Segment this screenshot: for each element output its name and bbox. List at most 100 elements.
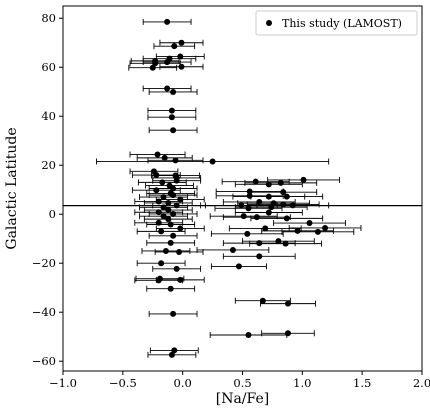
data-point	[294, 227, 301, 234]
data-point	[164, 85, 171, 92]
data-point	[245, 331, 252, 338]
data-point	[229, 246, 236, 253]
data-point	[246, 188, 253, 195]
data-point-layer	[149, 18, 329, 358]
data-point	[177, 225, 184, 232]
data-point	[245, 205, 252, 212]
data-point	[178, 63, 185, 70]
data-point	[170, 210, 177, 217]
data-point	[162, 247, 169, 254]
y-tick-label: −60	[32, 354, 56, 368]
data-point	[265, 193, 272, 200]
data-point	[165, 199, 172, 206]
data-point	[284, 330, 291, 337]
data-point	[240, 213, 247, 220]
data-point	[265, 209, 272, 216]
data-point	[209, 158, 216, 165]
data-point	[153, 187, 160, 194]
data-point	[165, 216, 172, 223]
data-point	[170, 310, 177, 317]
legend-label: This study (LAMOST)	[282, 17, 402, 30]
data-point	[177, 53, 184, 60]
data-point	[172, 157, 179, 164]
data-point	[268, 204, 275, 211]
y-tick-label: 60	[41, 60, 56, 74]
y-axis-title: Galactic Latitude	[4, 127, 20, 249]
data-point	[235, 263, 242, 270]
data-point	[165, 207, 172, 214]
data-point	[149, 64, 156, 71]
x-tick-label: 0.0	[174, 376, 192, 390]
data-point	[155, 277, 162, 284]
data-point	[284, 300, 291, 307]
data-point	[167, 239, 174, 246]
x-axis-title: [Na/Fe]	[216, 391, 269, 407]
data-point	[155, 198, 162, 205]
x-tick-label: 2.0	[413, 376, 430, 390]
data-point	[164, 59, 171, 66]
data-point	[253, 214, 260, 221]
data-point	[177, 196, 184, 203]
legend-marker	[266, 20, 272, 26]
data-point	[173, 265, 180, 272]
y-tick-label: 80	[41, 11, 56, 25]
data-point	[173, 177, 180, 184]
data-point	[155, 209, 162, 216]
data-point	[173, 202, 180, 209]
x-tick-label: 1.5	[353, 376, 371, 390]
legend: This study (LAMOST)	[255, 10, 418, 36]
x-tick-label: −0.5	[109, 376, 137, 390]
data-point	[158, 260, 165, 267]
data-point	[246, 192, 253, 199]
data-point	[170, 127, 177, 134]
data-point	[275, 238, 282, 245]
data-point	[280, 189, 287, 196]
data-point	[160, 204, 167, 211]
legend-box	[255, 10, 418, 36]
y-axis-ticks: −60 −40 −20 0 20 40 60 80	[32, 11, 63, 368]
data-point	[176, 248, 183, 255]
data-point	[283, 215, 290, 222]
x-tick-label: 0.5	[233, 376, 251, 390]
data-point	[256, 198, 263, 205]
data-point	[282, 240, 289, 247]
data-point	[314, 228, 321, 235]
data-point	[161, 154, 168, 161]
data-point	[252, 178, 259, 185]
data-point	[153, 172, 160, 179]
data-point	[259, 297, 266, 304]
data-point	[160, 213, 167, 220]
y-tick-label: −20	[32, 256, 56, 270]
data-point	[155, 219, 162, 226]
data-point	[322, 224, 329, 231]
data-point	[238, 202, 245, 209]
x-tick-label: 1.0	[293, 376, 311, 390]
data-point	[167, 285, 174, 292]
data-point	[159, 179, 166, 186]
data-point	[289, 202, 296, 209]
data-point	[170, 185, 177, 192]
data-point	[168, 351, 175, 358]
data-point	[280, 201, 287, 208]
data-point	[283, 193, 290, 200]
data-point	[168, 107, 175, 114]
data-point	[158, 228, 165, 235]
data-point	[265, 181, 272, 188]
data-point	[170, 192, 177, 199]
data-point	[256, 240, 263, 247]
y-tick-label: −40	[32, 305, 56, 319]
data-point	[244, 230, 251, 237]
data-point	[171, 43, 178, 50]
data-point	[170, 88, 177, 95]
data-point	[160, 194, 167, 201]
data-point	[177, 276, 184, 283]
data-point	[306, 220, 313, 227]
data-point	[154, 151, 161, 158]
data-point	[152, 60, 159, 67]
data-point	[300, 176, 307, 183]
data-point	[262, 225, 269, 232]
x-axis-ticks: −1.0 −0.5 0.0 0.5 1.0 1.5 2.0	[49, 371, 430, 390]
data-point	[171, 347, 178, 354]
data-point	[256, 253, 263, 260]
